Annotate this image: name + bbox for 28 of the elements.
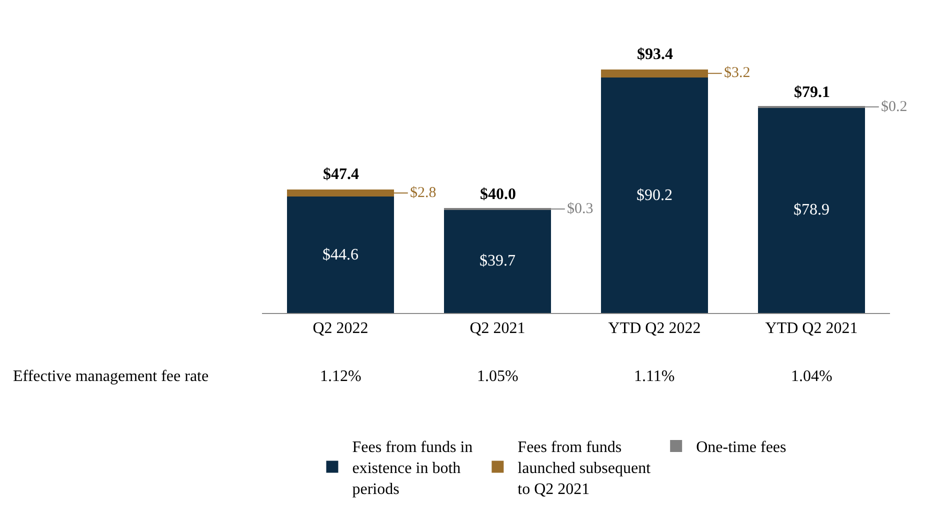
text: 1.04% — [791, 368, 832, 385]
bar — [287, 196, 394, 313]
x-tick-label: Q2 2021 — [470, 320, 526, 338]
text: 1.11% — [634, 368, 675, 385]
data-label: $0.3 — [567, 201, 594, 217]
data-label: $90.2 — [636, 186, 672, 204]
data-label: $44.6 — [322, 246, 358, 264]
legend-label: Fees from funds launched subsequent to Q2 2021 — [518, 439, 652, 498]
text: Effective management fee rate — [13, 368, 209, 385]
data-label: $3.2 — [724, 65, 750, 81]
x-tick-label: YTD Q2 2022 — [608, 320, 701, 338]
total-label: $47.4 — [323, 166, 359, 183]
bar — [758, 107, 865, 313]
text: 1.12% — [320, 368, 362, 385]
bar — [601, 78, 708, 313]
data-label: $2.8 — [410, 185, 436, 201]
data-label: $39.7 — [480, 252, 516, 270]
text: 1.05% — [477, 368, 518, 385]
total-label: $40.0 — [480, 186, 516, 203]
total-label: $79.1 — [794, 84, 830, 101]
data-label: $78.9 — [794, 202, 830, 219]
bar — [444, 209, 551, 313]
legend-label: Fees from funds in existence in both periods — [352, 439, 473, 498]
data-label: $0.2 — [881, 99, 908, 115]
x-tick-label: YTD Q2 2021 — [765, 320, 858, 338]
x-tick-label: Q2 2022 — [312, 320, 368, 338]
legend-label: One-time fees — [696, 439, 786, 456]
total-label: $93.4 — [637, 46, 673, 63]
